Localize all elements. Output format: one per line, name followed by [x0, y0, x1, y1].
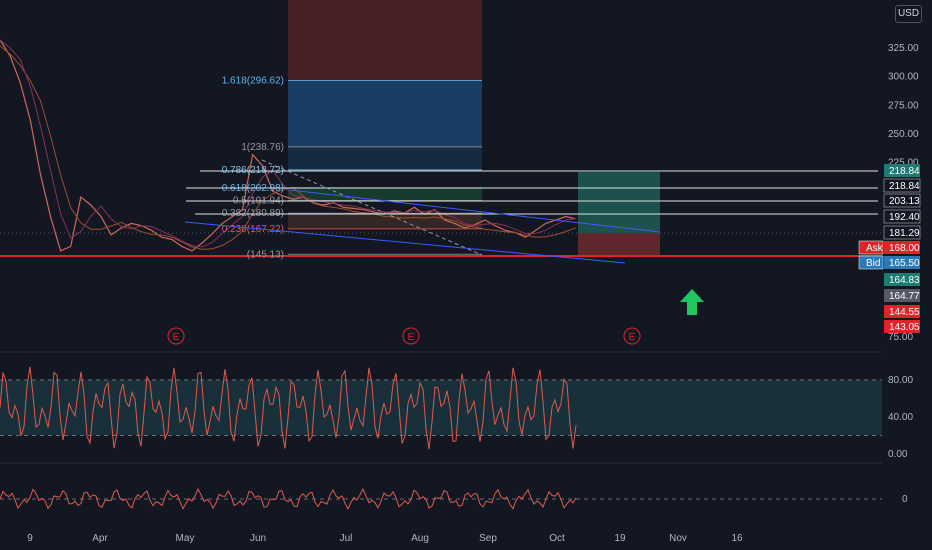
- tag-prefix-label: Bid: [866, 258, 880, 269]
- fib-zone-blue-light: [288, 146, 482, 170]
- price-tags: 218.84 218.84 203.13 192.40 181.29 Ask 168.00 B…: [858, 164, 921, 333]
- momentum-panel: [0, 487, 882, 511]
- price-tag-box: [883, 209, 921, 224]
- tag-prefix-label: Ask: [866, 243, 884, 254]
- price-tag-label: 165.50: [889, 258, 920, 269]
- price-tag-box: [884, 164, 920, 177]
- time-axis-label: Nov: [669, 533, 687, 544]
- price-tag-box: [883, 193, 921, 208]
- tag-prefix-box: [858, 240, 884, 255]
- price-tag-box: [884, 320, 920, 333]
- price-axis: 325.00 300.00 275.00 250.00 225.00 75.00 80.00…: [888, 43, 919, 505]
- price-tag-box: [884, 273, 920, 286]
- price-tag-box: [883, 178, 921, 193]
- oscillator-line: [0, 366, 577, 450]
- oscillator-band: [0, 380, 882, 436]
- price-tag-box: [884, 289, 920, 302]
- price-tag-label: 181.29: [889, 228, 920, 239]
- time-axis-label: Jul: [340, 533, 353, 544]
- fib-label: 0.236(167.22): [222, 224, 284, 235]
- oscillator-axis-label: 0.00: [888, 449, 908, 460]
- price-series: [0, 39, 577, 252]
- up-arrow-icon: [680, 289, 704, 315]
- fib-label: 1(238.76): [241, 142, 284, 153]
- price-tag-label: 143.05: [889, 322, 920, 333]
- earnings-marker-label: E: [629, 332, 636, 343]
- fib-levels: 1.618(296.62)1(238.76)0.786(218.72)0.618…: [184, 76, 878, 264]
- fib-zone-blue: [288, 80, 482, 147]
- price-axis-label: 325.00: [888, 43, 919, 54]
- moving-average-line: [0, 45, 577, 250]
- tag-prefix-box: [858, 255, 884, 270]
- price-tag-label: 192.40: [889, 212, 920, 223]
- target-zone: [578, 172, 660, 233]
- price-axis-label: 75.00: [888, 332, 913, 343]
- price-tag-box: [883, 225, 921, 240]
- price-tag-label: 203.13: [889, 196, 920, 207]
- price-tag-label: 218.84: [889, 181, 920, 192]
- price-tag-label: 218.84: [889, 166, 920, 177]
- price-tag-box: [884, 256, 920, 269]
- earnings-marker: [623, 327, 641, 345]
- time-axis-label: 16: [731, 533, 743, 544]
- time-axis-label: Apr: [92, 533, 108, 544]
- earnings-marker-label: E: [408, 332, 415, 343]
- channel-line-upper: [289, 189, 661, 233]
- earnings-marker: [167, 327, 185, 345]
- fib-zone-green: [288, 187, 482, 201]
- stop-zone: [578, 233, 660, 255]
- fib-zones: [0, 0, 882, 257]
- time-axis-label: Aug: [411, 533, 429, 544]
- price-tag-box: [884, 305, 920, 318]
- time-axis: 9 Apr May Jun Jul Aug Sep Oct 19 Nov 16: [27, 533, 743, 544]
- time-axis-label: Jun: [250, 533, 266, 544]
- price-tag-label: 164.77: [889, 291, 920, 302]
- price-axis-label: 225.00: [888, 158, 919, 169]
- time-axis-label: Sep: [479, 533, 497, 544]
- price-axis-label: 300.00: [888, 72, 919, 83]
- fib-label: 0.786(218.72): [222, 165, 284, 176]
- oscillator-axis-label: 40.00: [888, 412, 913, 423]
- price-tag-label: 144.55: [889, 307, 920, 318]
- fib-zone-red: [288, 0, 482, 81]
- time-axis-label: 19: [614, 533, 626, 544]
- price-tag-box: [884, 241, 920, 254]
- price-axis-label: 275.00: [888, 100, 919, 111]
- momentum-axis-label: 0: [902, 494, 908, 505]
- price-tag-label: 168.00: [889, 243, 920, 254]
- time-axis-label: May: [176, 533, 195, 544]
- momentum-line: [0, 487, 577, 511]
- fast-average-line: [0, 39, 577, 248]
- earnings-marker-label: E: [173, 332, 180, 343]
- grid-lines: [0, 232, 882, 464]
- earnings-marker: [402, 327, 420, 345]
- up-arrow-shape: [680, 289, 704, 315]
- channel-line-lower: [184, 221, 626, 264]
- time-axis-label: Oct: [549, 533, 565, 544]
- currency-button[interactable]: USD: [895, 5, 922, 23]
- price-tag-label: 164.83: [889, 275, 920, 286]
- fib-trend-line: [261, 159, 483, 256]
- time-axis-label: 9: [27, 533, 33, 544]
- oscillator-panel: [0, 366, 882, 450]
- oscillator-axis-label: 80.00: [888, 375, 913, 386]
- fib-label: (145.13): [247, 249, 284, 260]
- price-axis-label: 250.00: [888, 129, 919, 140]
- fib-label: 1.618(296.62): [222, 76, 284, 87]
